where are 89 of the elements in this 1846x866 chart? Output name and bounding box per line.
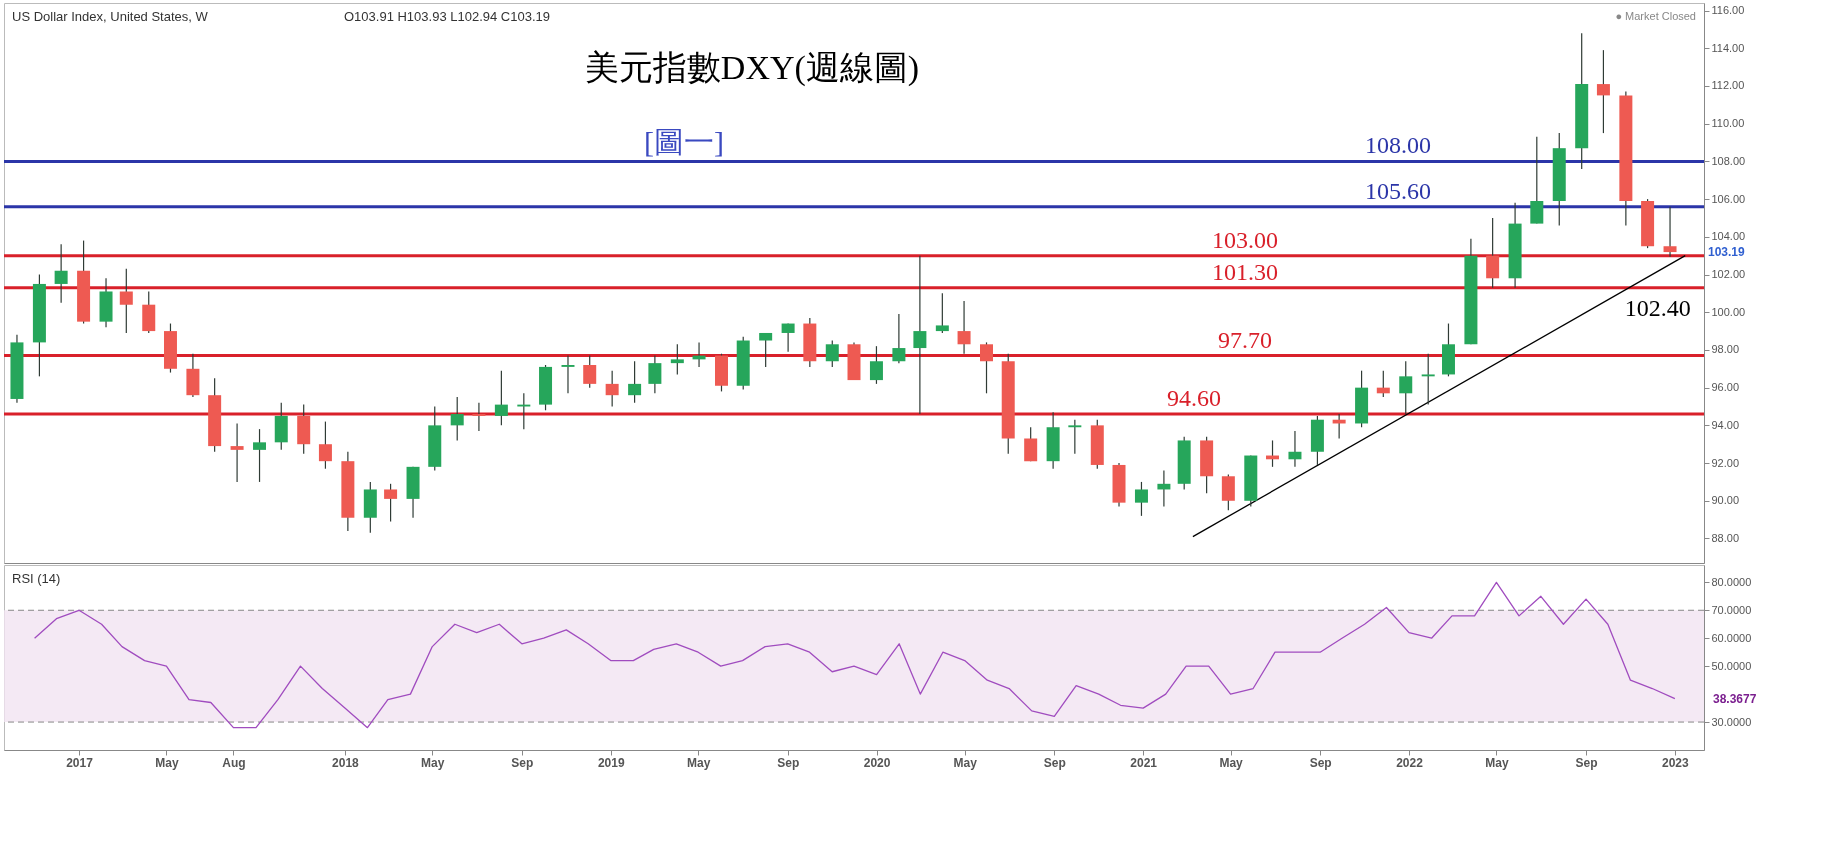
annotation: 102.40 — [1624, 294, 1691, 321]
ref-line-label: 101.30 — [1212, 258, 1278, 285]
candlestick — [781, 322, 795, 353]
x-tick-label: May — [421, 755, 445, 770]
candlestick — [54, 243, 68, 304]
candlestick — [628, 360, 642, 404]
candlestick — [1288, 430, 1302, 468]
y-tick-label: 70.0000 — [1711, 603, 1752, 616]
candlestick — [1134, 481, 1148, 517]
candlestick — [561, 354, 575, 394]
candlestick — [472, 402, 486, 432]
ref-line-label: 94.60 — [1167, 385, 1221, 412]
text: 美元指數DXY(週線圖) — [584, 49, 920, 87]
annotation: 38.3677 — [1713, 691, 1757, 706]
candlestick — [648, 354, 662, 394]
x-tick-label: May — [686, 755, 711, 770]
text: [圖一] — [644, 125, 724, 158]
annotation: RSI (14) — [12, 571, 61, 586]
candlestick — [384, 483, 398, 523]
x-tick-label: May — [1485, 755, 1509, 770]
annotation: US Dollar Index, United States, W — [12, 9, 209, 24]
x-tick-label: Sep — [511, 755, 534, 770]
y-tick-label: 80.0000 — [1711, 575, 1752, 588]
candlestick — [1596, 49, 1610, 134]
y-tick-label: 88.00 — [1711, 531, 1740, 544]
y-tick-label: 92.00 — [1711, 456, 1740, 469]
ref-line-label: 103.00 — [1212, 226, 1278, 253]
x-tick-label: 2019 — [597, 755, 625, 770]
x-tick-label: 2018 — [332, 755, 360, 770]
candlestick — [1024, 426, 1038, 462]
candlestick — [935, 292, 949, 334]
x-tick-label: Sep — [1309, 755, 1332, 770]
ref-line-label: 97.70 — [1218, 326, 1272, 353]
x-tick-label: Sep — [1043, 755, 1066, 770]
y-tick-label: 96.00 — [1711, 381, 1740, 394]
candlestick — [605, 370, 619, 408]
x-tick-label: 2022 — [1396, 755, 1424, 770]
candlestick — [230, 422, 244, 483]
x-tick-label: May — [1219, 755, 1244, 770]
y-tick-label: 114.00 — [1711, 41, 1745, 54]
candlestick — [1421, 353, 1435, 406]
y-tick-label: 104.00 — [1711, 230, 1746, 243]
candlestick — [892, 313, 906, 364]
candlestick — [869, 345, 883, 385]
candlestick — [825, 339, 839, 368]
candlestick — [1399, 360, 1413, 415]
y-tick-label: 112.00 — [1711, 79, 1745, 92]
x-tick-label: 2017 — [66, 755, 94, 770]
annotation: O103.91 H103.93 L102.94 C103.19 — [344, 9, 551, 24]
y-tick-label: 30.0000 — [1711, 715, 1752, 728]
y-tick-label: 60.0000 — [1711, 631, 1752, 644]
candlestick — [1486, 217, 1500, 289]
x-tick-label: 2023 — [1662, 755, 1690, 770]
candlestick — [1663, 206, 1677, 258]
x-tick-label: Aug — [222, 755, 246, 770]
x-tick-label: Sep — [1575, 755, 1598, 770]
y-tick-label: 110.00 — [1711, 117, 1745, 130]
x-tick-label: May — [155, 755, 179, 770]
candlestick — [957, 300, 971, 355]
ref-line-label: 105.60 — [1365, 177, 1431, 204]
candlestick — [583, 354, 597, 389]
y-tick-label: 108.00 — [1711, 154, 1746, 167]
annotation: ● Market Closed — [1615, 10, 1696, 22]
annotation: 103.19 — [1708, 245, 1746, 260]
y-tick-label: 98.00 — [1711, 343, 1740, 356]
candlestick — [318, 420, 332, 470]
ref-line-label: 108.00 — [1365, 132, 1431, 159]
x-tick-label: Sep — [777, 755, 800, 770]
x-tick-label: 2021 — [1130, 755, 1158, 770]
y-tick-label: 50.0000 — [1711, 659, 1752, 672]
x-tick-label: May — [953, 755, 978, 770]
candlestick — [670, 343, 684, 376]
x-tick-label: 2020 — [863, 755, 891, 770]
y-tick-label: 116.00 — [1711, 4, 1745, 17]
candlestick — [913, 255, 927, 415]
y-tick-label: 102.00 — [1711, 268, 1746, 281]
candlestick — [1068, 419, 1082, 455]
candlestick — [759, 332, 773, 368]
candlestick — [494, 370, 508, 426]
y-tick-label: 106.00 — [1711, 192, 1746, 205]
candlestick — [517, 392, 531, 430]
y-tick-label: 100.00 — [1711, 305, 1746, 318]
candlestick — [119, 268, 133, 334]
candlestick — [253, 428, 267, 483]
y-tick-label: 90.00 — [1711, 494, 1740, 507]
candlestick — [980, 341, 994, 394]
candlestick — [450, 396, 464, 442]
candlestick — [1530, 136, 1544, 225]
y-tick-label: 94.00 — [1711, 418, 1740, 431]
